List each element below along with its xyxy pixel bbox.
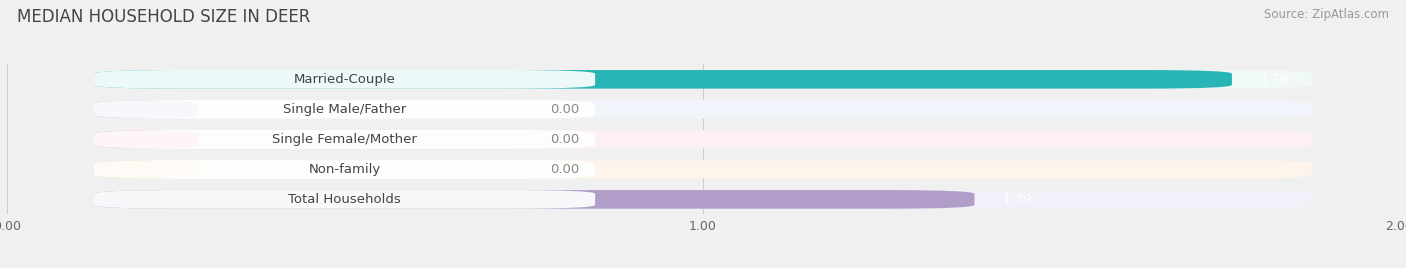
FancyBboxPatch shape: [94, 70, 595, 89]
FancyBboxPatch shape: [94, 130, 1312, 149]
FancyBboxPatch shape: [94, 190, 1312, 209]
Text: Single Female/Mother: Single Female/Mother: [273, 133, 418, 146]
Text: 0.00: 0.00: [550, 103, 579, 116]
FancyBboxPatch shape: [94, 190, 595, 209]
FancyBboxPatch shape: [94, 100, 1312, 119]
FancyBboxPatch shape: [94, 160, 595, 179]
FancyBboxPatch shape: [94, 130, 595, 149]
Text: Single Male/Father: Single Male/Father: [283, 103, 406, 116]
FancyBboxPatch shape: [94, 130, 198, 149]
Text: 0.00: 0.00: [550, 133, 579, 146]
Text: 1.39: 1.39: [1002, 193, 1032, 206]
FancyBboxPatch shape: [94, 190, 974, 209]
Text: Married-Couple: Married-Couple: [294, 73, 395, 86]
FancyBboxPatch shape: [94, 100, 595, 119]
Text: Non-family: Non-family: [308, 163, 381, 176]
FancyBboxPatch shape: [94, 160, 1312, 179]
Text: MEDIAN HOUSEHOLD SIZE IN DEER: MEDIAN HOUSEHOLD SIZE IN DEER: [17, 8, 311, 26]
Text: Source: ZipAtlas.com: Source: ZipAtlas.com: [1264, 8, 1389, 21]
Text: 0.00: 0.00: [550, 163, 579, 176]
Text: 1.76: 1.76: [1260, 73, 1289, 86]
FancyBboxPatch shape: [94, 70, 1312, 89]
Text: Total Households: Total Households: [288, 193, 401, 206]
FancyBboxPatch shape: [94, 160, 198, 179]
FancyBboxPatch shape: [94, 100, 198, 119]
FancyBboxPatch shape: [94, 70, 1232, 89]
